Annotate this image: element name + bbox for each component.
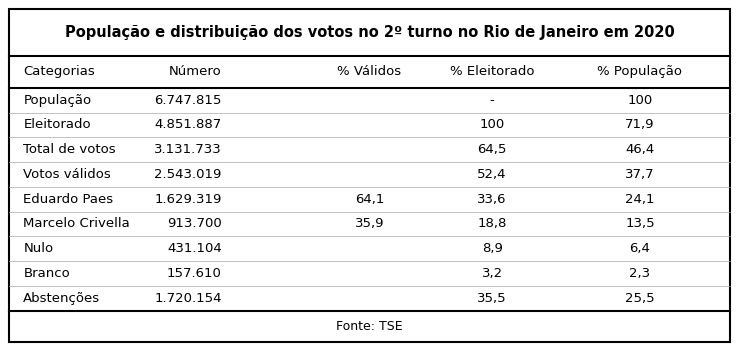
Text: População e distribuição dos votos no 2º turno no Rio de Janeiro em 2020: População e distribuição dos votos no 2º… xyxy=(64,25,675,40)
Text: 3,2: 3,2 xyxy=(482,267,503,280)
Text: 431.104: 431.104 xyxy=(167,242,222,255)
Text: -: - xyxy=(490,94,494,107)
Text: 35,9: 35,9 xyxy=(355,218,384,231)
Text: 1.720.154: 1.720.154 xyxy=(154,292,222,305)
Text: 1.629.319: 1.629.319 xyxy=(154,193,222,206)
Text: 24,1: 24,1 xyxy=(625,193,655,206)
Text: Votos válidos: Votos válidos xyxy=(24,168,111,181)
Text: 71,9: 71,9 xyxy=(625,118,655,131)
Text: 3.131.733: 3.131.733 xyxy=(154,143,222,156)
Text: 913.700: 913.700 xyxy=(167,218,222,231)
Text: 2.543.019: 2.543.019 xyxy=(154,168,222,181)
Text: 2,3: 2,3 xyxy=(630,267,650,280)
Text: Eleitorado: Eleitorado xyxy=(24,118,91,131)
Text: Fonte: TSE: Fonte: TSE xyxy=(336,320,403,333)
Text: 33,6: 33,6 xyxy=(477,193,507,206)
Text: 25,5: 25,5 xyxy=(625,292,655,305)
Text: Marcelo Crivella: Marcelo Crivella xyxy=(24,218,130,231)
Text: 6.747.815: 6.747.815 xyxy=(154,94,222,107)
Text: População: População xyxy=(24,94,92,107)
Text: Total de votos: Total de votos xyxy=(24,143,116,156)
Text: 100: 100 xyxy=(627,94,653,107)
Text: % População: % População xyxy=(597,65,683,79)
Text: 37,7: 37,7 xyxy=(625,168,655,181)
Text: Categorias: Categorias xyxy=(24,65,95,79)
Text: 157.610: 157.610 xyxy=(167,267,222,280)
Text: 13,5: 13,5 xyxy=(625,218,655,231)
Text: % Eleitorado: % Eleitorado xyxy=(450,65,534,79)
Text: 64,1: 64,1 xyxy=(355,193,384,206)
Text: 64,5: 64,5 xyxy=(477,143,507,156)
Text: 18,8: 18,8 xyxy=(477,218,507,231)
Text: 46,4: 46,4 xyxy=(625,143,655,156)
Text: Branco: Branco xyxy=(24,267,70,280)
Text: Nulo: Nulo xyxy=(24,242,53,255)
Text: Eduardo Paes: Eduardo Paes xyxy=(24,193,113,206)
Text: 52,4: 52,4 xyxy=(477,168,507,181)
Text: Abstenções: Abstenções xyxy=(24,292,101,305)
Text: Número: Número xyxy=(169,65,222,79)
Text: 100: 100 xyxy=(480,118,505,131)
Text: 4.851.887: 4.851.887 xyxy=(154,118,222,131)
Text: 35,5: 35,5 xyxy=(477,292,507,305)
Text: % Válidos: % Válidos xyxy=(338,65,401,79)
Text: 6,4: 6,4 xyxy=(630,242,650,255)
Text: 8,9: 8,9 xyxy=(482,242,503,255)
